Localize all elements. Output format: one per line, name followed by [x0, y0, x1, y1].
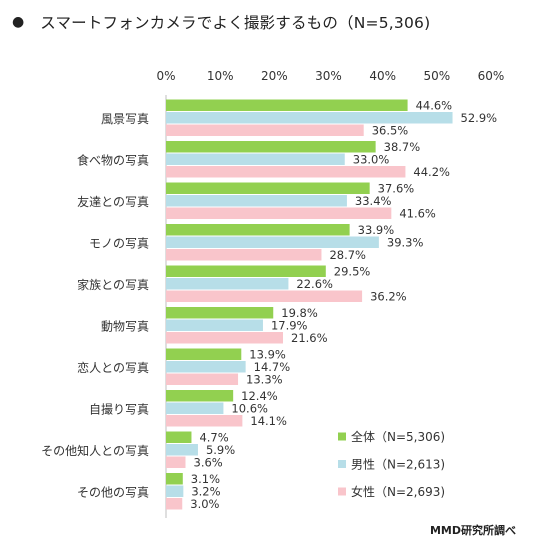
category-label: 動物写真 — [101, 319, 149, 333]
x-tick-label: 30% — [315, 69, 342, 83]
value-label-male: 5.9% — [206, 443, 235, 457]
legend-label-all: 全体（N=5,306) — [351, 429, 445, 444]
bar-male — [166, 319, 263, 331]
value-label-male: 33.4% — [355, 194, 392, 208]
value-label-male: 22.6% — [296, 277, 333, 291]
x-tick-label: 50% — [423, 69, 450, 83]
bar-male — [166, 278, 289, 290]
source-note: MMD研究所調べ — [429, 524, 516, 537]
category-label: その他の写真 — [77, 485, 149, 499]
x-tick-label: 20% — [261, 69, 288, 83]
value-label-female: 44.2% — [413, 165, 450, 179]
value-label-female: 14.1% — [250, 414, 287, 428]
bars-layer — [166, 99, 453, 510]
value-label-male: 10.6% — [231, 401, 268, 415]
value-label-male: 33.0% — [353, 152, 390, 166]
value-label-female: 36.5% — [372, 123, 409, 137]
legend-label-male: 男性（N=2,613) — [351, 458, 445, 472]
value-label-all: 44.6% — [416, 98, 453, 112]
bar-female — [166, 290, 363, 302]
value-label-all: 33.9% — [358, 223, 395, 237]
value-label-all: 29.5% — [334, 264, 371, 278]
bar-male — [166, 195, 347, 207]
category-label: 家族との写真 — [77, 277, 149, 292]
bar-female — [166, 332, 283, 344]
legend-swatch-male — [338, 460, 346, 468]
bar-female — [166, 456, 186, 468]
x-tick-label: 40% — [369, 69, 396, 83]
bar-male — [166, 361, 246, 373]
value-label-all: 13.9% — [249, 347, 286, 361]
bar-all — [166, 473, 183, 485]
x-tick-label: 0% — [156, 69, 175, 83]
value-label-all: 12.4% — [241, 389, 278, 403]
value-label-all: 37.6% — [378, 181, 415, 195]
bar-all — [166, 265, 326, 277]
bar-all — [166, 307, 274, 319]
bar-female — [166, 166, 406, 178]
value-label-all: 19.8% — [281, 306, 318, 320]
bar-all — [166, 99, 408, 111]
value-label-female: 13.3% — [246, 372, 283, 386]
value-label-female: 3.6% — [194, 455, 223, 469]
category-label: 友達との写真 — [77, 195, 149, 209]
value-label-male: 17.9% — [271, 318, 308, 332]
bar-all — [166, 390, 234, 402]
bar-male — [166, 236, 379, 248]
value-label-male: 52.9% — [461, 111, 498, 125]
axis-layer: 0% 10% 20% 30% 40% 50% 60% 風景写真食べ物の写真友達との写真モノの写… — [41, 69, 504, 518]
bar-all — [166, 141, 376, 153]
value-label-female: 28.7% — [329, 248, 366, 262]
category-label: 食べ物の写真 — [77, 152, 149, 167]
category-label: その他知人との写真 — [41, 444, 149, 458]
category-label: 恋人との写真 — [77, 360, 149, 375]
bar-female — [166, 124, 364, 136]
value-label-female: 36.2% — [370, 289, 407, 303]
value-label-all: 3.1% — [191, 472, 220, 486]
value-label-male: 3.2% — [191, 484, 220, 498]
bar-male — [166, 112, 453, 124]
value-label-all: 38.7% — [384, 140, 421, 154]
value-label-female: 21.6% — [291, 331, 328, 345]
bar-female — [166, 415, 243, 427]
bar-female — [166, 249, 322, 261]
bar-female — [166, 207, 392, 219]
bar-male — [166, 153, 345, 165]
bar-male — [166, 485, 184, 497]
category-label: モノの写真 — [89, 236, 149, 250]
legend-swatch-all — [338, 432, 346, 441]
category-label: 自撮り写真 — [89, 402, 149, 416]
bar-all — [166, 182, 370, 194]
chart-title: ● スマートフォンカメラでよく撮影するもの（N=5,306) — [12, 9, 430, 35]
value-labels-layer: 44.6% 38.7% 37.6% 33.9% 29.5% 19.8% 13.9% 12.4%… — [190, 98, 497, 511]
x-tick-label: 60% — [478, 69, 505, 83]
bar-male — [166, 444, 198, 456]
value-label-female: 3.0% — [190, 497, 219, 511]
legend-swatch-female — [338, 487, 346, 496]
bar-female — [166, 498, 183, 510]
bar-male — [166, 402, 224, 414]
value-label-male: 39.3% — [387, 235, 424, 249]
legend: 全体（N=5,306) 男性（N=2,613) 女性（N=2,693) — [338, 429, 445, 499]
x-tick-label: 10% — [207, 69, 234, 83]
bar-female — [166, 373, 239, 385]
title-text: スマートフォンカメラでよく撮影するもの（N=5,306) — [40, 14, 431, 32]
value-label-female: 41.6% — [399, 206, 436, 220]
bullet-icon: ● — [12, 14, 25, 30]
bar-all — [166, 224, 350, 236]
value-label-all: 4.7% — [199, 430, 228, 444]
bar-all — [166, 431, 192, 443]
category-label: 風景写真 — [101, 112, 149, 126]
bar-all — [166, 348, 242, 360]
value-label-male: 14.7% — [254, 360, 291, 374]
legend-label-female: 女性（N=2,693) — [351, 484, 445, 499]
